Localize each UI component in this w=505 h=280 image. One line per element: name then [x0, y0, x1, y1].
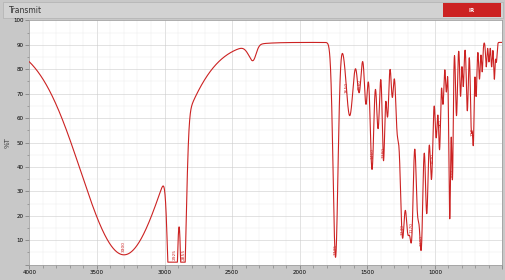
Text: IR: IR [468, 8, 474, 13]
Text: 2855: 2855 [182, 248, 186, 260]
Text: 1170: 1170 [409, 223, 413, 234]
Bar [442, 3, 500, 17]
Text: 870: 870 [449, 169, 453, 178]
Text: 1020: 1020 [429, 153, 433, 164]
Text: 1735: 1735 [333, 244, 337, 255]
Text: 1650: 1650 [344, 82, 348, 93]
Text: 1240: 1240 [399, 224, 403, 235]
Text: 720: 720 [470, 128, 474, 136]
Text: 1380: 1380 [381, 147, 385, 158]
Text: 1100: 1100 [419, 235, 423, 246]
Y-axis label: %T: %T [5, 137, 11, 148]
Text: 3300: 3300 [122, 241, 126, 252]
Text: 1560: 1560 [357, 79, 361, 90]
Text: 2925: 2925 [172, 249, 176, 260]
Text: 960: 960 [437, 119, 441, 127]
Text: Transmit: Transmit [9, 6, 42, 15]
Text: 1460: 1460 [370, 148, 374, 159]
Bar [3, 2, 502, 18]
